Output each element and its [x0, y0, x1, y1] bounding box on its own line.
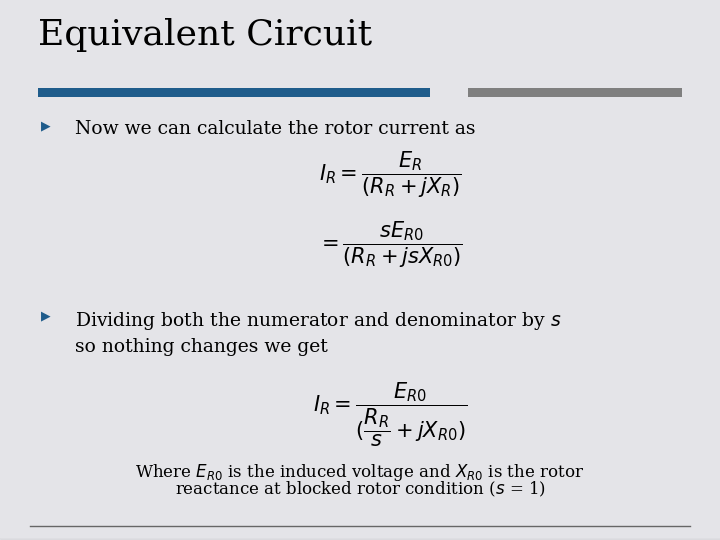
Text: Dividing both the numerator and denominator by $s$: Dividing both the numerator and denomina… [75, 310, 562, 332]
Text: $\blacktriangleright$: $\blacktriangleright$ [38, 310, 52, 324]
Text: $I_R = \dfrac{E_R}{(R_R + jX_R)}$: $I_R = \dfrac{E_R}{(R_R + jX_R)}$ [319, 150, 462, 200]
Text: so nothing changes we get: so nothing changes we get [75, 338, 328, 356]
Text: Now we can calculate the rotor current as: Now we can calculate the rotor current a… [75, 120, 475, 138]
Text: reactance at blocked rotor condition ($s$ = 1): reactance at blocked rotor condition ($s… [174, 480, 546, 500]
Text: Where $E_{R0}$ is the induced voltage and $X_{R0}$ is the rotor: Where $E_{R0}$ is the induced voltage an… [135, 462, 585, 483]
Text: $= \dfrac{sE_{R0}}{(R_R + jsX_{R0})}$: $= \dfrac{sE_{R0}}{(R_R + jsX_{R0})}$ [317, 220, 463, 270]
Text: $\blacktriangleright$: $\blacktriangleright$ [38, 120, 52, 134]
Bar [38, 88, 430, 97]
Bar [468, 88, 682, 97]
Text: $I_R = \dfrac{E_{R0}}{(\dfrac{R_R}{s} + jX_{R0})}$: $I_R = \dfrac{E_{R0}}{(\dfrac{R_R}{s} + … [312, 381, 467, 449]
Text: Equivalent Circuit: Equivalent Circuit [38, 18, 372, 52]
